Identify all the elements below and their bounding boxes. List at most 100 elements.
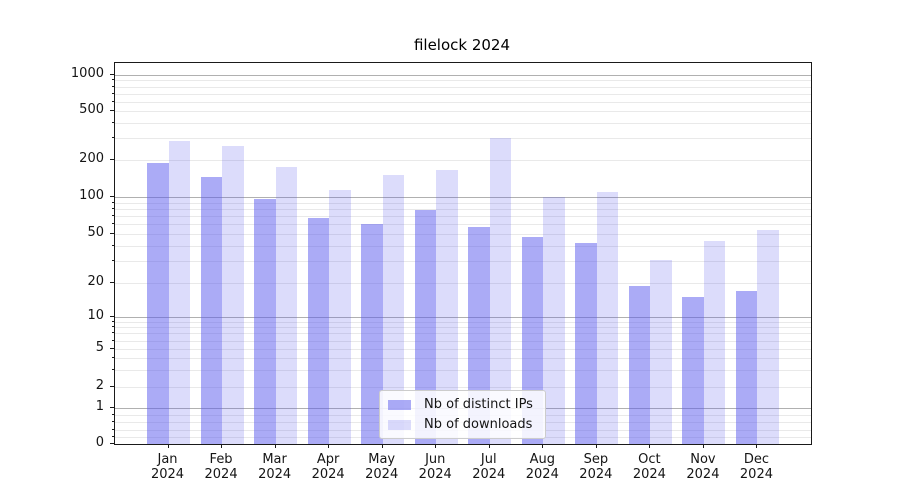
gridline-labeled-500 — [115, 111, 811, 112]
y-tick-label-20: 20 — [87, 274, 104, 289]
y-tick-mark-0 — [110, 443, 114, 444]
gridline-minor-9 — [115, 321, 811, 323]
bar-downloads-jun-2024 — [436, 170, 458, 444]
bar-downloads-jul-2024 — [489, 138, 512, 444]
bar-distinct-ips-may-2024 — [361, 224, 383, 444]
x-tick-label-jul-2024: Jul 2024 — [472, 452, 506, 482]
bar-distinct-ips-sep-2024 — [575, 243, 597, 444]
y-tick-label-50: 50 — [87, 225, 104, 240]
x-tick-label-dec-2024: Dec 2024 — [739, 452, 773, 482]
gridline-minor-30 — [115, 261, 811, 263]
x-tick-mark-mar-2024 — [274, 444, 276, 448]
y-tick-mark-minor-3 — [112, 369, 114, 371]
y-tick-mark-minor-400 — [112, 121, 114, 123]
y-tick-mark-minor-80 — [112, 207, 114, 209]
y-tick-mark-100 — [110, 196, 114, 197]
y-tick-mark-1000 — [110, 74, 114, 75]
y-tick-mark-minor-0_8 — [112, 414, 114, 416]
x-tick-mark-dec-2024 — [756, 444, 758, 448]
bar-downloads-aug-2024 — [543, 197, 565, 444]
gridline-minor-3 — [115, 370, 811, 372]
y-tick-mark-minor-0_2 — [112, 435, 114, 437]
gridline-minor-70 — [115, 216, 811, 218]
bar-distinct-ips-jun-2024 — [414, 210, 437, 444]
y-tick-label-500: 500 — [79, 102, 104, 117]
y-tick-mark-minor-700 — [112, 92, 114, 94]
x-tick-label-may-2024: May 2024 — [365, 452, 399, 482]
gridline-labeled-200 — [115, 160, 811, 161]
gridline-minor-8 — [115, 327, 811, 329]
gridline-minor-700 — [115, 93, 811, 95]
x-tick-mark-jan-2024 — [167, 444, 169, 448]
y-tick-mark-minor-800 — [112, 85, 114, 87]
legend-label-distinct-ips: Nb of distinct IPs — [424, 397, 533, 412]
bar-downloads-nov-2024 — [703, 240, 726, 444]
x-tick-label-aug-2024: Aug 2024 — [525, 452, 559, 482]
plot-area — [114, 62, 812, 445]
x-tick-label-feb-2024: Feb 2024 — [204, 452, 238, 482]
bar-downloads-oct-2024 — [650, 259, 672, 444]
gridline-labeled-50 — [115, 234, 811, 235]
bar-downloads-feb-2024 — [222, 145, 244, 444]
gridline-minor-6 — [115, 340, 811, 342]
gridline-minor-80 — [115, 208, 811, 210]
y-tick-mark-minor-300 — [112, 137, 114, 139]
bar-downloads-jan-2024 — [168, 141, 191, 444]
y-tick-label-1000: 1000 — [70, 66, 104, 81]
bar-distinct-ips-jan-2024 — [147, 162, 169, 444]
x-tick-mark-may-2024 — [381, 444, 383, 448]
y-tick-mark-minor-40 — [112, 244, 114, 246]
y-tick-mark-1 — [110, 407, 114, 408]
x-tick-label-jan-2024: Jan 2024 — [150, 452, 185, 482]
y-tick-mark-200 — [110, 159, 114, 160]
x-tick-mark-aug-2024 — [542, 444, 544, 448]
x-tick-label-apr-2024: Apr 2024 — [311, 452, 345, 482]
y-tick-label-5: 5 — [95, 340, 104, 355]
gridline-major-1000 — [115, 75, 811, 76]
legend-item-downloads: Nb of downloads — [388, 417, 545, 432]
bar-distinct-ips-feb-2024 — [200, 177, 223, 444]
gridline-major-100 — [115, 197, 811, 198]
gridline-minor-60 — [115, 224, 811, 226]
y-tick-mark-minor-90 — [112, 201, 114, 203]
y-tick-label-2: 2 — [95, 378, 104, 393]
gridline-minor-40 — [115, 245, 811, 247]
y-tick-mark-minor-30 — [112, 260, 114, 262]
x-tick-label-jun-2024: Jun 2024 — [418, 452, 452, 482]
legend-swatch-distinct-ips — [388, 399, 411, 410]
x-tick-mark-apr-2024 — [328, 444, 330, 448]
gridline-minor-600 — [115, 101, 811, 103]
gridline-minor-4 — [115, 358, 811, 360]
x-tick-mark-oct-2024 — [649, 444, 651, 448]
bar-distinct-ips-dec-2024 — [735, 290, 758, 444]
y-tick-mark-minor-900 — [112, 79, 114, 81]
x-tick-label-nov-2024: Nov 2024 — [686, 452, 720, 482]
gridline-minor-800 — [115, 86, 811, 88]
y-tick-mark-minor-60 — [112, 223, 114, 225]
y-tick-mark-minor-600 — [112, 100, 114, 102]
y-tick-mark-minor-0_6 — [112, 421, 114, 423]
bar-distinct-ips-apr-2024 — [307, 217, 330, 444]
gridline-minor-900 — [115, 80, 811, 82]
y-tick-mark-2 — [110, 386, 114, 387]
gridline-major-10 — [115, 317, 811, 318]
y-tick-mark-20 — [110, 282, 114, 283]
x-tick-mark-jul-2024 — [488, 444, 490, 448]
gridline-labeled-20 — [115, 283, 811, 284]
chart-title: filelock 2024 — [413, 36, 511, 54]
y-tick-mark-500 — [110, 110, 114, 111]
y-tick-mark-minor-0_4 — [112, 428, 114, 430]
bar-downloads-dec-2024 — [757, 229, 779, 444]
gridline-labeled-2 — [115, 387, 811, 388]
bar-distinct-ips-oct-2024 — [628, 285, 651, 444]
y-tick-label-10: 10 — [87, 308, 104, 323]
bar-downloads-sep-2024 — [596, 191, 619, 444]
y-tick-mark-minor-9 — [112, 320, 114, 322]
y-tick-mark-minor-70 — [112, 215, 114, 217]
gridline-minor-7 — [115, 333, 811, 335]
bar-downloads-mar-2024 — [275, 167, 298, 444]
x-tick-label-mar-2024: Mar 2024 — [258, 452, 292, 482]
y-tick-label-100: 100 — [79, 188, 104, 203]
x-tick-mark-feb-2024 — [221, 444, 223, 448]
